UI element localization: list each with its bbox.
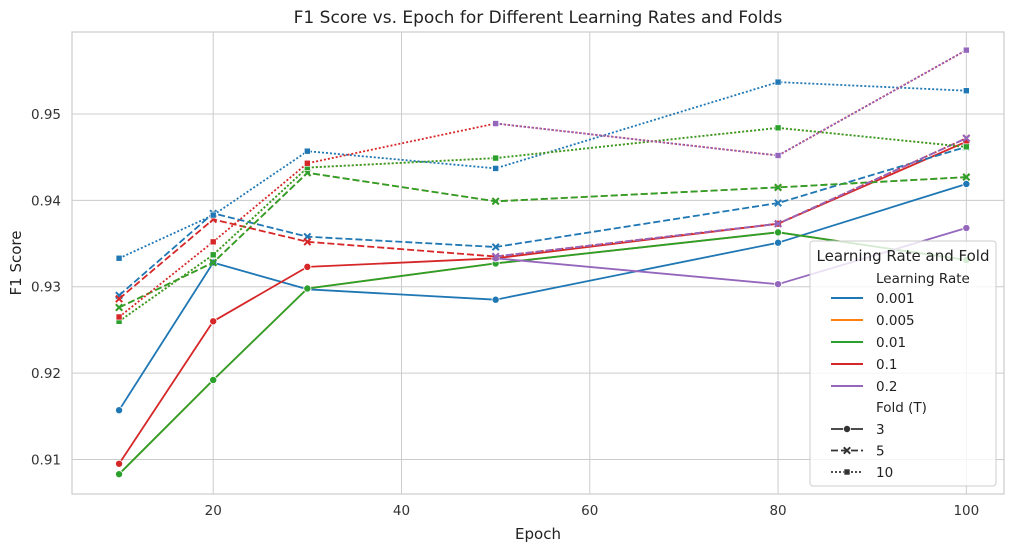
x-tick-label: 40 [393, 503, 410, 519]
data-point [115, 294, 123, 303]
data-point [303, 262, 312, 271]
data-point [492, 165, 499, 172]
data-point [209, 211, 217, 219]
data-point [491, 295, 500, 304]
chart-title: F1 Score vs. Epoch for Different Learnin… [294, 8, 783, 28]
data-point [963, 46, 970, 54]
data-point [774, 238, 783, 247]
data-point [774, 124, 782, 132]
data-point [491, 243, 500, 251]
series-line [118, 81, 967, 260]
data-point [962, 134, 971, 143]
legend-style-marker [843, 446, 851, 455]
legend-style-title: Fold (T) [876, 400, 927, 416]
y-tick-label: 0.92 [31, 366, 61, 382]
series-line [118, 183, 967, 411]
x-tick-label: 60 [581, 503, 598, 519]
data-point [209, 238, 217, 246]
data-point [774, 152, 782, 159]
series-lr-0_2-fold-10 [492, 46, 970, 159]
data-point [115, 313, 123, 321]
data-point [115, 470, 124, 479]
legend-label: 0.005 [876, 313, 915, 329]
legend-label: 0.01 [876, 335, 906, 351]
data-point [963, 87, 970, 95]
x-tick-label: 100 [953, 503, 979, 519]
y-tick-labels: 0.91 0.92 0.93 0.94 0.95 [31, 107, 61, 468]
data-point [304, 159, 311, 167]
series-line [118, 127, 967, 323]
data-point [115, 459, 124, 468]
series-layer [115, 46, 971, 479]
data-point [491, 252, 500, 261]
series-line [118, 231, 967, 475]
y-axis-title: F1 Score [7, 231, 25, 296]
data-point [962, 179, 971, 188]
data-point [209, 317, 218, 326]
data-point [209, 258, 218, 267]
data-point [963, 143, 970, 151]
series-line [118, 146, 967, 297]
series-lr-0_001-fold-10 [115, 78, 970, 262]
y-tick-label: 0.91 [31, 452, 61, 468]
x-tick-labels: 20 40 60 80 100 [205, 503, 980, 519]
series-line [118, 49, 967, 318]
data-point [774, 228, 783, 237]
data-point [774, 199, 782, 207]
y-tick-label: 0.95 [31, 107, 61, 123]
x-tick-label: 20 [205, 503, 222, 519]
data-point [303, 284, 312, 293]
x-axis-title: Epoch [515, 525, 561, 543]
data-point [115, 406, 124, 415]
data-point [774, 78, 782, 86]
series-lr-0_2-fold-5 [491, 134, 971, 261]
series-lr-0_01-fold-10 [115, 124, 970, 325]
legend-style-marker [843, 424, 852, 433]
legend-label: 5 [876, 444, 885, 460]
data-point [492, 154, 499, 162]
y-tick-label: 0.94 [31, 193, 61, 209]
y-tick-label: 0.93 [31, 280, 61, 296]
legend-box [809, 240, 997, 487]
data-point [774, 219, 782, 228]
series-line [118, 171, 967, 309]
legend-label: 10 [876, 465, 893, 481]
series-line [118, 140, 967, 465]
data-point [492, 120, 499, 127]
data-point [115, 254, 123, 262]
legend-hue-title: Learning Rate [876, 271, 970, 287]
legend-label: 0.001 [876, 291, 915, 307]
legend-style-marker [843, 468, 851, 476]
data-point [209, 251, 217, 259]
data-point [774, 183, 782, 192]
legend-entries: 0.001 0.005 0.01 0.1 0.2 3 5 10 [831, 291, 915, 481]
legend-label: 3 [876, 422, 885, 438]
data-point [209, 376, 218, 385]
legend-title: Learning Rate and Fold [817, 247, 990, 265]
series-line [118, 137, 967, 300]
data-point [304, 147, 311, 155]
data-point [774, 280, 783, 289]
legend-label: 0.2 [876, 379, 897, 395]
data-point [491, 197, 500, 206]
legend-label: 0.1 [876, 357, 897, 373]
data-point [303, 237, 312, 246]
plot-area-frame [71, 31, 1005, 495]
series-lr-0_01-fold-5 [115, 168, 971, 312]
x-tick-label: 80 [769, 503, 786, 519]
data-point [962, 224, 971, 233]
data-point [115, 303, 123, 312]
data-point [962, 173, 971, 181]
legend: Learning Rate and Fold Learning Rate Fol… [809, 240, 997, 487]
